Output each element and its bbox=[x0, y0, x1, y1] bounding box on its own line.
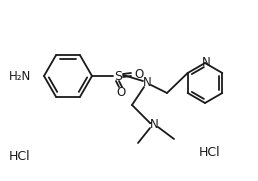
Text: N: N bbox=[201, 56, 210, 68]
Text: N: N bbox=[143, 77, 151, 89]
Text: O: O bbox=[134, 68, 143, 81]
Text: N: N bbox=[150, 119, 158, 132]
Text: HCl: HCl bbox=[9, 150, 31, 163]
Text: O: O bbox=[116, 85, 126, 98]
Text: S: S bbox=[114, 70, 122, 83]
Text: H₂N: H₂N bbox=[9, 70, 31, 83]
Text: HCl: HCl bbox=[199, 146, 221, 159]
